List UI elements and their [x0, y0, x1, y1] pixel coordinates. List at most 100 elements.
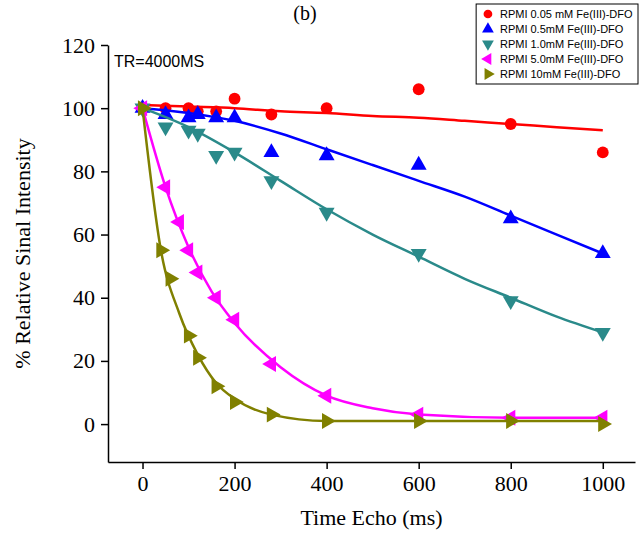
data-point [229, 93, 241, 105]
data-point [413, 83, 425, 95]
tick-label: 200 [219, 471, 252, 496]
tick-label: 80 [73, 159, 95, 184]
tick-label: 100 [62, 96, 95, 121]
chart: 0 200 400 600 800 1000 0 20 40 60 80 100 120 Time Ech… [0, 0, 643, 537]
y-axis: 0 20 40 60 80 100 120 [62, 33, 109, 463]
tick: 20 [73, 348, 108, 373]
data-point [267, 407, 281, 423]
data-point [230, 394, 244, 410]
tick: 800 [495, 462, 528, 496]
data-point [319, 208, 335, 222]
data-point [595, 244, 611, 258]
data-point [225, 312, 239, 328]
tick: 1000 [581, 462, 625, 496]
fit-line [143, 108, 603, 421]
tick-label: 40 [73, 285, 95, 310]
legend-label: RPMI 0.05 mM Fe(III)-DFO [500, 8, 633, 20]
data-point [190, 105, 206, 119]
axis-line [109, 462, 636, 464]
legend-label: RPMI 5.0mM Fe(III)-DFO [500, 53, 624, 65]
data-point [156, 242, 170, 258]
tick-label: 20 [73, 348, 95, 373]
tick-mark [101, 45, 108, 47]
tick: 80 [73, 159, 108, 184]
tick-mark [418, 462, 420, 469]
tick: 40 [73, 285, 108, 310]
annotation: TR=4000MS [114, 53, 204, 70]
tick-label: 400 [311, 471, 344, 496]
legend-marker [482, 22, 494, 32]
data-point [170, 214, 184, 230]
data-point [265, 109, 277, 121]
title: (b) [293, 2, 316, 25]
data-point [322, 413, 336, 429]
tick-label: 60 [73, 222, 95, 247]
tick: 60 [73, 222, 108, 247]
tick-label: 0 [84, 412, 95, 437]
tick: 400 [311, 462, 344, 496]
data-point [503, 296, 519, 310]
legend-label: RPMI 0.5mM Fe(III)-DFO [500, 23, 624, 35]
data-point [319, 146, 335, 160]
legend-box [476, 4, 638, 84]
tick-mark [603, 462, 605, 469]
data-point [411, 249, 427, 263]
data-point [212, 378, 226, 394]
data-point [179, 242, 193, 258]
data-point [506, 413, 520, 429]
legend-label: RPMI 10mM Fe(III)-DFO [500, 68, 621, 80]
legend-entry: RPMI 1.0mM Fe(III)-DFO [482, 38, 624, 51]
tick-mark [101, 361, 108, 363]
data-point [595, 328, 611, 342]
legend-entry: RPMI 10mM Fe(III)-DFO [485, 68, 621, 80]
fit-line [143, 105, 603, 130]
x-axis: 0 200 400 600 800 1000 [109, 462, 636, 496]
tick-label: 800 [495, 471, 528, 496]
tick-label: 1000 [581, 471, 625, 496]
data-point [208, 108, 224, 122]
data-point [156, 179, 170, 195]
y-axis-title: % Relative Sinal Intensity [10, 138, 35, 368]
legend-entry: RPMI 0.05 mM Fe(III)-DFO [484, 8, 633, 20]
tick-label: 120 [62, 33, 95, 58]
data-point [207, 290, 221, 306]
tick-label: 600 [403, 471, 436, 496]
tick-mark [101, 171, 108, 173]
x-axis-title: Time Echo (ms) [300, 505, 442, 530]
data-point [411, 156, 427, 170]
tick-mark [101, 108, 108, 110]
data-point [263, 176, 279, 190]
data-point [505, 118, 517, 130]
tick-mark [510, 462, 512, 469]
tick-label: 0 [138, 471, 149, 496]
legend-entry: RPMI 0.5mM Fe(III)-DFO [482, 22, 624, 35]
data-point [184, 328, 198, 344]
tick-mark [101, 297, 108, 299]
fit-line [143, 108, 603, 418]
tick: 120 [62, 33, 108, 58]
plot-area [133, 83, 612, 432]
tick-mark [234, 462, 236, 469]
tick: 600 [403, 462, 436, 496]
legend: RPMI 0.05 mM Fe(III)-DFO RPMI 0.5mM Fe(II… [476, 4, 638, 84]
tick: 200 [219, 462, 252, 496]
data-point [262, 356, 276, 372]
data-point [190, 129, 206, 143]
tick-mark [326, 462, 328, 469]
data-point [138, 100, 152, 116]
data-point [227, 108, 243, 122]
data-point [597, 146, 609, 158]
data-point [503, 210, 519, 224]
tick-mark [142, 462, 144, 469]
legend-entry: RPMI 5.0mM Fe(III)-DFO [481, 53, 624, 65]
fit-line [143, 108, 603, 332]
legend-marker [484, 10, 493, 19]
data-point [208, 151, 224, 165]
data-point [263, 143, 279, 157]
data-point [598, 416, 612, 432]
tick-mark [101, 424, 108, 426]
data-point [227, 148, 243, 162]
data-point [317, 388, 331, 404]
data-point [414, 413, 428, 429]
legend-marker [485, 68, 495, 80]
